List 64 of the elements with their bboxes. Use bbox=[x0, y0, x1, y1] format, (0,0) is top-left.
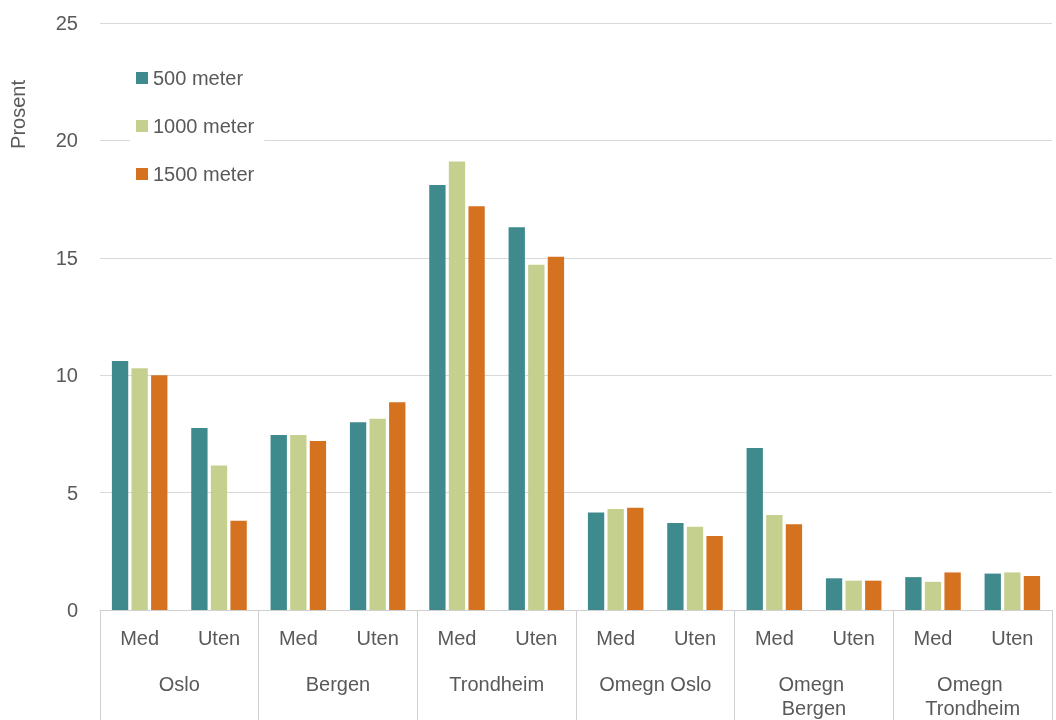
x-tick-label: Med bbox=[913, 627, 953, 649]
text: Omegn Trondheim bbox=[925, 673, 1021, 719]
bar bbox=[905, 577, 922, 610]
bar bbox=[528, 264, 545, 610]
text: Oslo bbox=[158, 673, 200, 695]
bar bbox=[706, 536, 723, 610]
bar bbox=[290, 435, 307, 610]
text: Omegn Oslo bbox=[599, 673, 712, 695]
x-tick-label: Uten bbox=[673, 627, 717, 649]
bar bbox=[131, 368, 148, 610]
x-tick-label: Uten bbox=[991, 627, 1034, 649]
bar bbox=[607, 509, 624, 610]
x-tick-label: Med bbox=[596, 627, 636, 649]
y-tick-label: 0 bbox=[66, 599, 78, 621]
bar bbox=[865, 580, 882, 610]
legend-label: 1000 meter bbox=[153, 115, 255, 137]
bar bbox=[686, 526, 704, 610]
bar bbox=[230, 520, 247, 610]
x-tick-label: Uten bbox=[197, 627, 241, 649]
bar bbox=[547, 256, 565, 610]
bar bbox=[785, 524, 803, 610]
bar bbox=[924, 581, 942, 610]
bar bbox=[845, 580, 862, 610]
y-axis-title: Prosent bbox=[7, 79, 29, 149]
y-tick-label: 5 bbox=[66, 481, 78, 504]
bar bbox=[468, 206, 485, 610]
bar bbox=[984, 573, 1001, 610]
x-tick-label: Uten bbox=[832, 627, 875, 649]
bar bbox=[210, 465, 228, 610]
bar bbox=[587, 512, 605, 610]
bar bbox=[944, 572, 961, 610]
x-tick-label: Med bbox=[278, 627, 318, 649]
bar bbox=[746, 447, 763, 610]
text: Omegn Bergen bbox=[778, 673, 850, 719]
y-tick-label: 25 bbox=[55, 12, 78, 34]
bar bbox=[191, 428, 208, 610]
x-tick-label: Med bbox=[120, 627, 160, 649]
bar bbox=[389, 402, 406, 610]
bar bbox=[349, 422, 367, 610]
bar bbox=[667, 523, 684, 610]
bar bbox=[1023, 575, 1041, 610]
bar bbox=[309, 440, 327, 610]
bar bbox=[369, 418, 386, 610]
bar bbox=[270, 435, 287, 610]
bar bbox=[825, 578, 843, 610]
x-tick-label: Uten bbox=[515, 627, 558, 649]
bar bbox=[151, 375, 168, 610]
bar bbox=[766, 514, 783, 610]
y-tick-label: 10 bbox=[55, 364, 78, 387]
x-tick-label: Uten bbox=[356, 627, 399, 649]
bar bbox=[111, 361, 129, 610]
bar bbox=[429, 185, 446, 610]
bar bbox=[1004, 572, 1021, 610]
legend-label: 500 meter bbox=[153, 67, 244, 89]
text: Bergen bbox=[305, 673, 371, 695]
y-tick-label: 20 bbox=[55, 129, 78, 152]
bar bbox=[448, 161, 466, 610]
y-tick-label: 15 bbox=[55, 246, 78, 269]
text: Trondheim bbox=[449, 673, 545, 695]
x-tick-label: Med bbox=[754, 627, 794, 649]
bar bbox=[508, 227, 525, 610]
bar bbox=[627, 507, 644, 610]
x-tick-label: Med bbox=[437, 627, 477, 649]
legend-label: 1500 meter bbox=[153, 163, 255, 185]
